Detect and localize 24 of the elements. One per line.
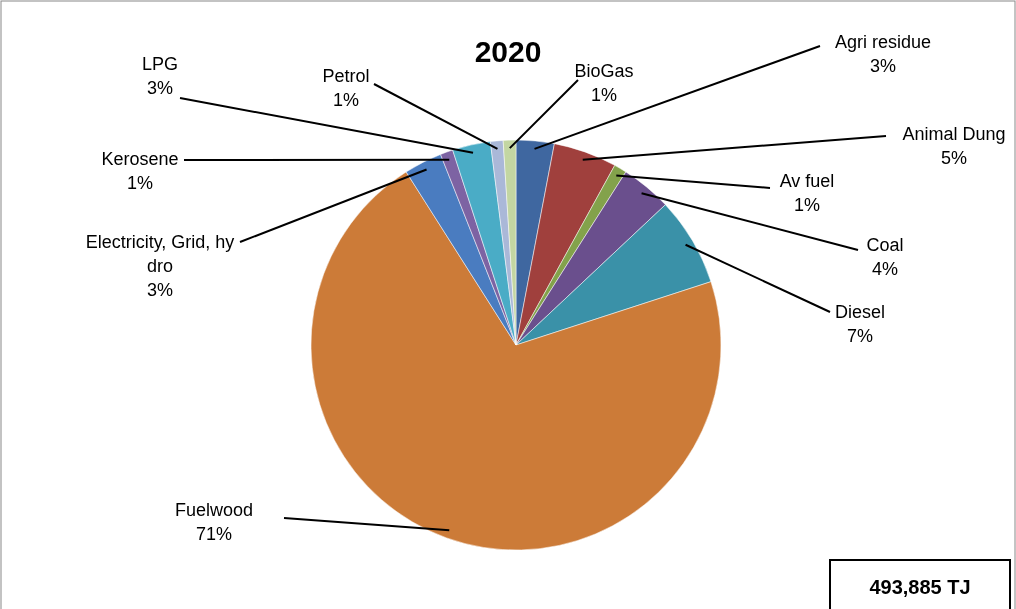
data-label: 7% [846, 326, 874, 346]
slice-label: Coal [866, 235, 904, 255]
data-label: 1% [126, 173, 154, 193]
slice-label: BioGas [574, 61, 634, 81]
data-label: 1% [590, 85, 618, 105]
slice-label: Animal Dung [902, 124, 1006, 144]
text: 493,885 TJ [869, 576, 971, 598]
data-label: 1% [332, 90, 360, 110]
chart-title: 2020 [474, 35, 542, 68]
slice-label: Petrol [322, 66, 370, 86]
slice-label: Electricity, Grid, hy dro [85, 232, 235, 276]
data-label: 71% [195, 524, 233, 544]
slice-label: Diesel [834, 302, 886, 322]
data-label: 5% [940, 148, 968, 168]
data-label: 3% [869, 56, 897, 76]
slice-label: Kerosene [101, 149, 179, 169]
data-label: 4% [871, 259, 899, 279]
data-label: 3% [146, 280, 174, 300]
data-label: 3% [146, 78, 174, 98]
slice-label: Agri residue [834, 32, 932, 52]
slice-label: Av fuel [779, 171, 835, 191]
slice-label: LPG [141, 54, 179, 74]
slice-label: Fuelwood [174, 500, 254, 520]
data-label: 1% [793, 195, 821, 215]
